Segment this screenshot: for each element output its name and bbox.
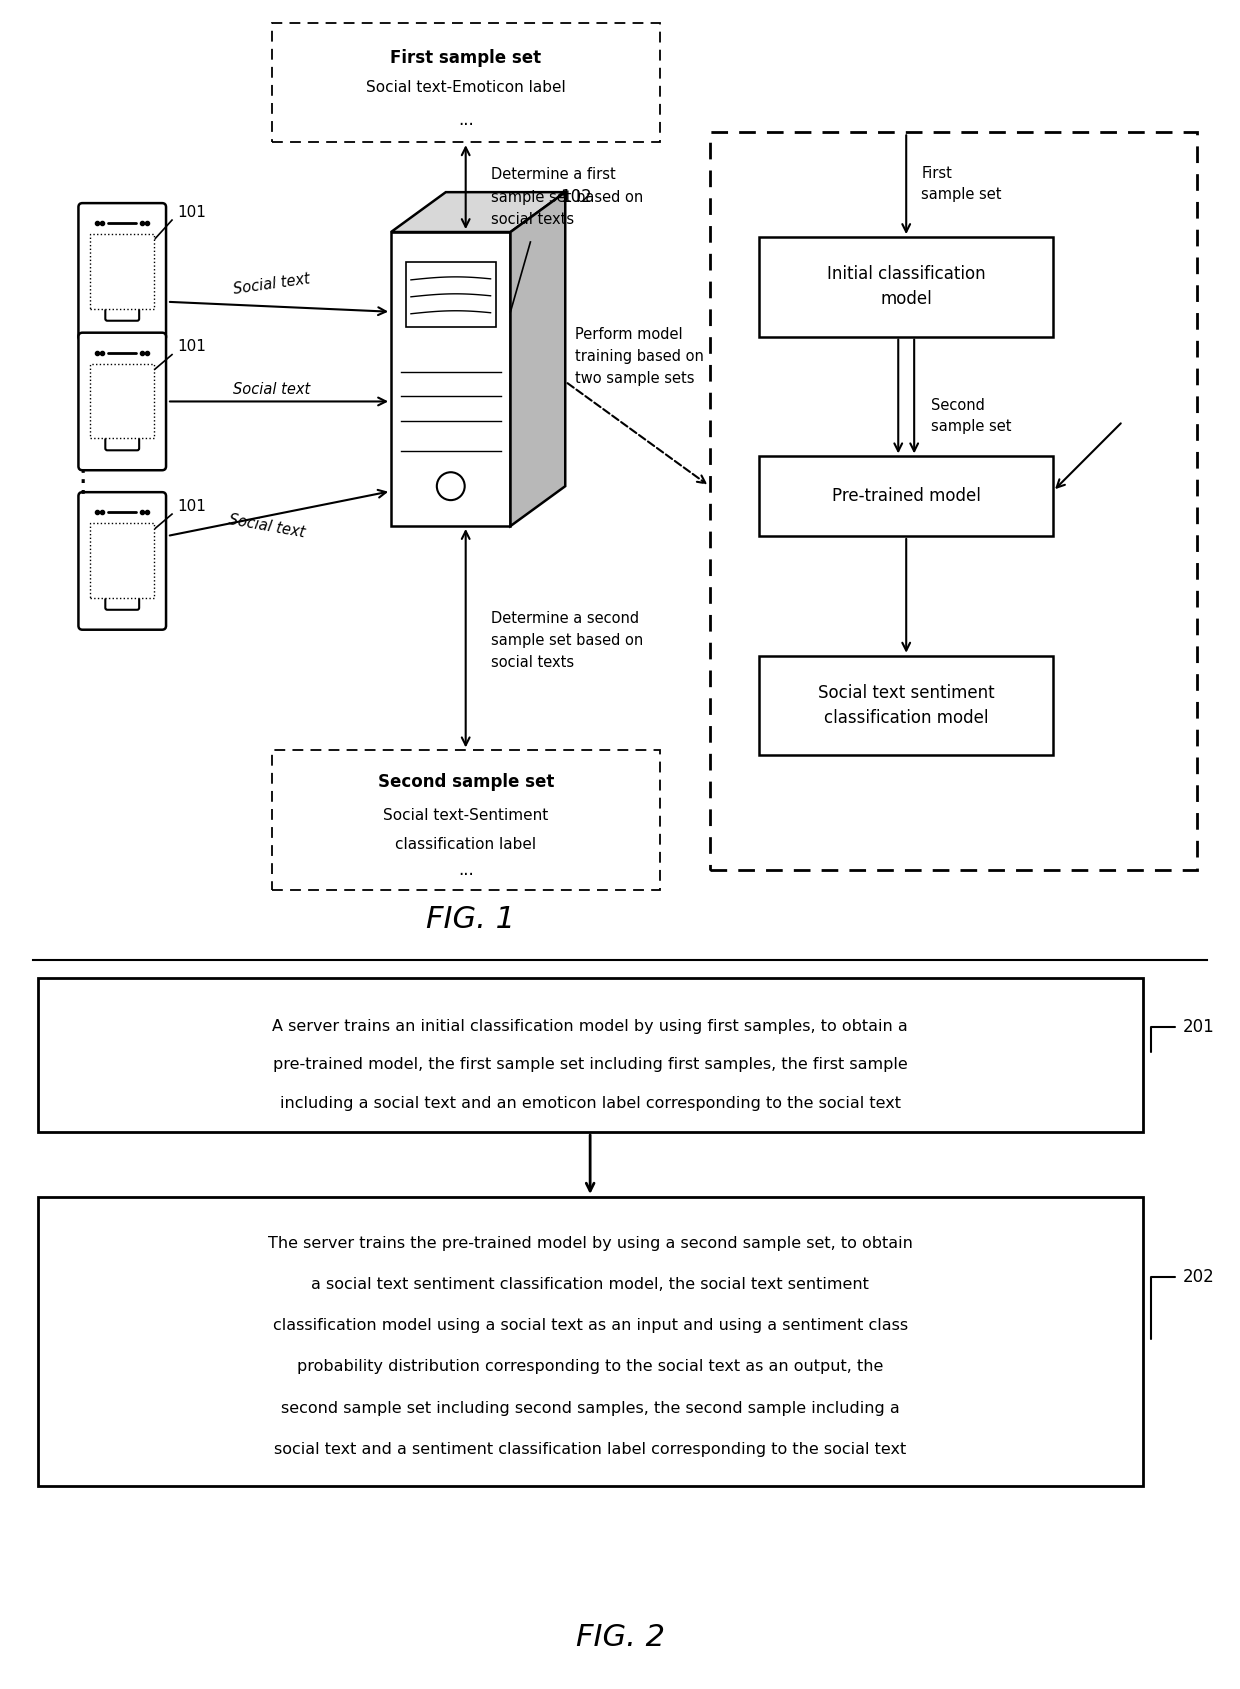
Text: Determine a second
sample set based on
social texts: Determine a second sample set based on s… (491, 611, 642, 671)
Text: ...: ... (458, 861, 474, 878)
Polygon shape (511, 193, 565, 525)
Text: classification label: classification label (396, 838, 536, 853)
Text: Social text: Social text (232, 270, 311, 297)
Text: FIG. 2: FIG. 2 (575, 1623, 665, 1652)
Text: 102: 102 (560, 187, 591, 206)
Text: 101: 101 (177, 204, 206, 220)
FancyBboxPatch shape (105, 307, 139, 321)
Text: FIG. 1: FIG. 1 (427, 905, 515, 934)
FancyBboxPatch shape (105, 596, 139, 610)
FancyBboxPatch shape (78, 491, 166, 630)
Text: Social text: Social text (233, 382, 310, 397)
Polygon shape (405, 262, 496, 326)
Bar (91, 235, 154, 309)
Polygon shape (391, 193, 565, 231)
Text: First
sample set: First sample set (921, 166, 1002, 203)
FancyBboxPatch shape (78, 333, 166, 470)
Bar (709, 132, 1198, 870)
Text: second sample set including second samples, the second sample including a: second sample set including second sampl… (280, 1400, 899, 1415)
Text: 201: 201 (1183, 1018, 1214, 1037)
Bar (272, 22, 660, 142)
Text: Second sample set: Second sample set (377, 774, 554, 790)
Polygon shape (391, 231, 511, 525)
Text: pre-trained model, the first sample set including first samples, the first sampl: pre-trained model, the first sample set … (273, 1057, 908, 1073)
Text: Social text: Social text (227, 512, 306, 540)
Polygon shape (759, 456, 1053, 535)
Text: classification model using a social text as an input and using a sentiment class: classification model using a social text… (273, 1317, 908, 1333)
Polygon shape (759, 655, 1053, 755)
Text: First sample set: First sample set (391, 49, 541, 66)
Text: Social text-Emoticon label: Social text-Emoticon label (366, 79, 565, 95)
Bar (272, 750, 660, 890)
Bar (91, 363, 154, 439)
FancyBboxPatch shape (105, 436, 139, 451)
Text: Perform model
training based on
two sample sets: Perform model training based on two samp… (575, 328, 704, 387)
Polygon shape (759, 236, 1053, 336)
Polygon shape (37, 978, 1142, 1132)
Text: Initial classification
model: Initial classification model (827, 265, 986, 309)
Text: 101: 101 (177, 339, 206, 355)
Text: The server trains the pre-trained model by using a second sample set, to obtain: The server trains the pre-trained model … (268, 1236, 913, 1250)
Text: ...: ... (458, 111, 474, 130)
Text: Determine a first
sample set based on
social texts: Determine a first sample set based on so… (491, 167, 642, 226)
Text: social text and a sentiment classification label corresponding to the social tex: social text and a sentiment classificati… (274, 1442, 906, 1458)
Text: a social text sentiment classification model, the social text sentiment: a social text sentiment classification m… (311, 1277, 869, 1292)
FancyBboxPatch shape (78, 203, 166, 341)
Text: including a social text and an emoticon label corresponding to the social text: including a social text and an emoticon … (280, 1096, 900, 1111)
Text: A server trains an initial classification model by using first samples, to obtai: A server trains an initial classificatio… (273, 1018, 908, 1034)
Text: ⋮: ⋮ (67, 466, 98, 495)
Polygon shape (37, 1198, 1142, 1486)
Text: 101: 101 (177, 498, 206, 513)
Text: Pre-trained model: Pre-trained model (832, 486, 981, 505)
Text: 202: 202 (1183, 1267, 1214, 1285)
Text: Second
sample set: Second sample set (931, 399, 1012, 434)
Text: probability distribution corresponding to the social text as an output, the: probability distribution corresponding t… (296, 1360, 883, 1375)
Bar (91, 524, 154, 598)
Text: Social text-Sentiment: Social text-Sentiment (383, 807, 548, 823)
Text: Social text sentiment
classification model: Social text sentiment classification mod… (818, 684, 994, 726)
